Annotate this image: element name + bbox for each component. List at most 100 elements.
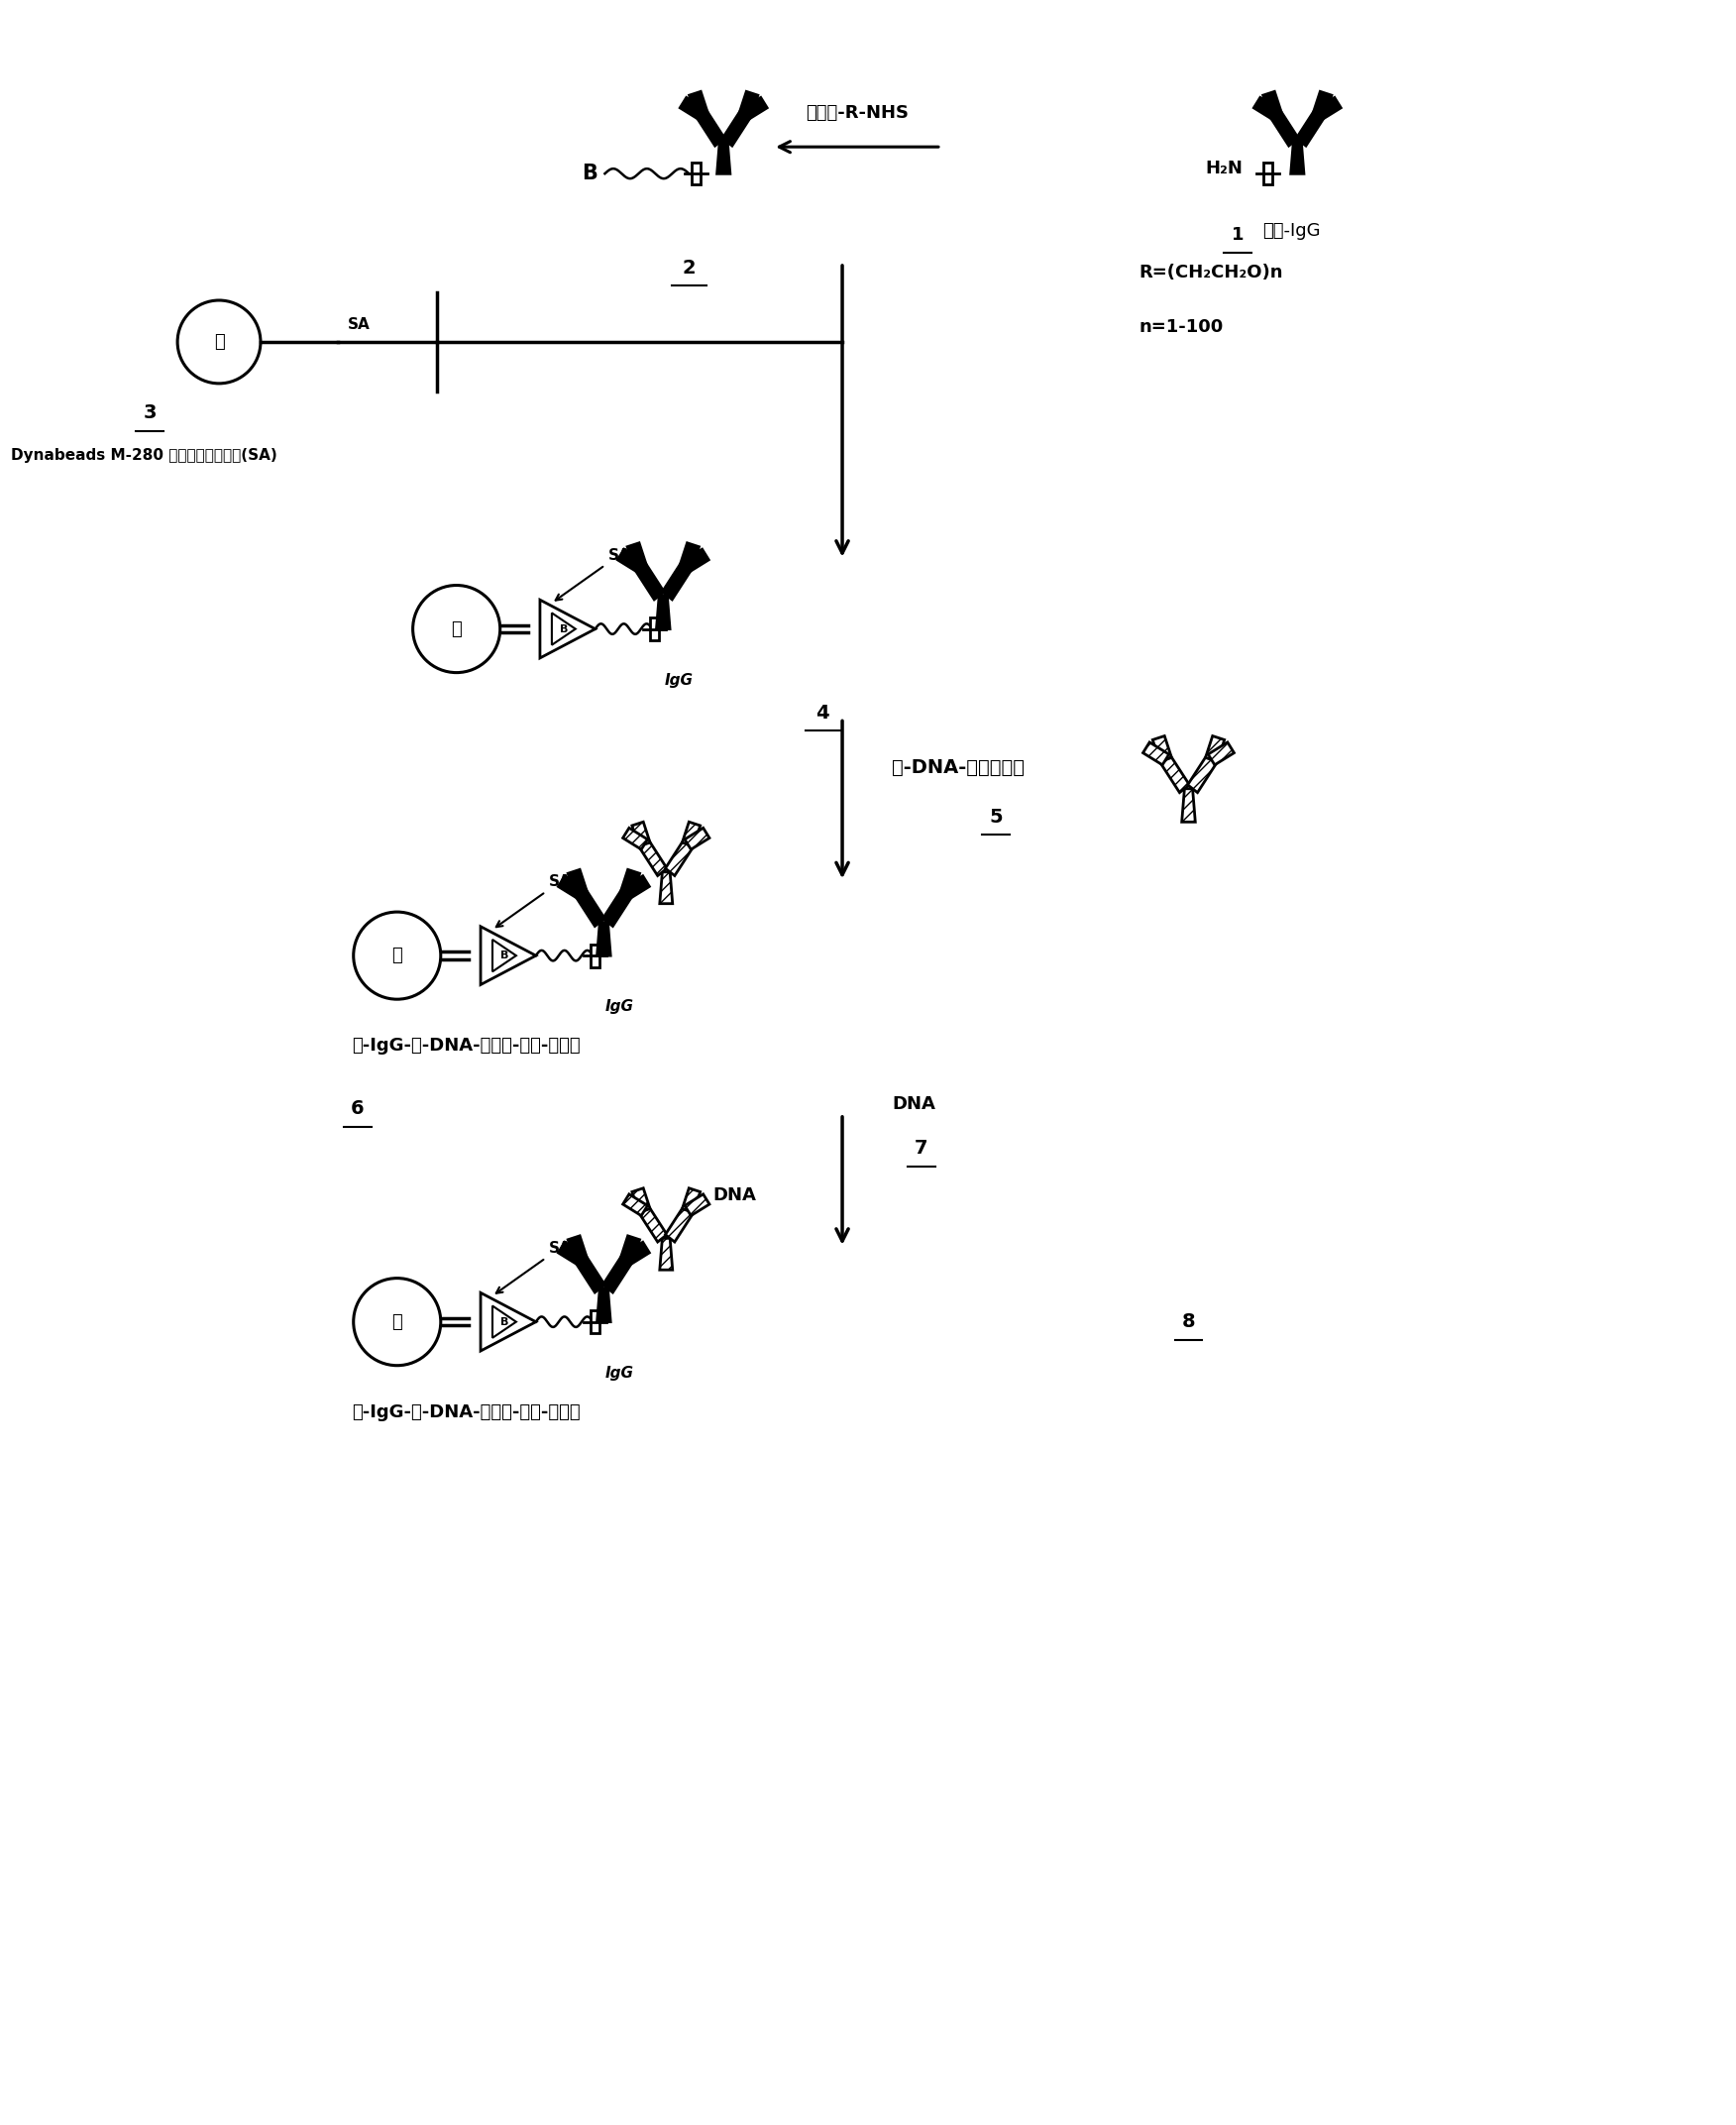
Polygon shape: [641, 842, 667, 875]
Polygon shape: [568, 1237, 587, 1262]
Text: 4: 4: [816, 703, 830, 722]
Polygon shape: [740, 91, 757, 117]
Polygon shape: [1264, 91, 1281, 117]
Polygon shape: [665, 1207, 693, 1241]
Polygon shape: [717, 142, 731, 174]
Text: 1: 1: [1233, 225, 1245, 244]
Polygon shape: [576, 890, 604, 927]
Text: 珠: 珠: [392, 1313, 403, 1330]
Polygon shape: [1314, 91, 1332, 117]
Bar: [649, 618, 660, 640]
Polygon shape: [684, 829, 710, 850]
Polygon shape: [689, 91, 708, 117]
Polygon shape: [597, 922, 611, 956]
Text: B: B: [500, 950, 509, 960]
Text: SA: SA: [496, 873, 571, 926]
Polygon shape: [1271, 110, 1299, 147]
Polygon shape: [481, 1292, 536, 1352]
Text: R=(CH₂CH₂O)n: R=(CH₂CH₂O)n: [1139, 264, 1283, 280]
Polygon shape: [1205, 735, 1224, 761]
Text: 珠: 珠: [451, 620, 462, 638]
Text: B: B: [582, 164, 597, 183]
Polygon shape: [540, 599, 595, 659]
Polygon shape: [682, 548, 708, 572]
Text: DNA: DNA: [892, 1094, 936, 1114]
Text: 珠-IgG-抗-DNA-单克隆-抗体-复合物: 珠-IgG-抗-DNA-单克隆-抗体-复合物: [352, 1402, 580, 1422]
Polygon shape: [635, 563, 665, 599]
Polygon shape: [660, 1239, 672, 1271]
Polygon shape: [1253, 98, 1279, 119]
Text: 8: 8: [1182, 1313, 1196, 1330]
Polygon shape: [1208, 742, 1234, 765]
Text: DNA: DNA: [713, 1186, 757, 1205]
Polygon shape: [623, 829, 648, 850]
Polygon shape: [665, 842, 693, 875]
Polygon shape: [602, 1256, 632, 1292]
Polygon shape: [641, 1207, 667, 1241]
Polygon shape: [481, 926, 536, 984]
Polygon shape: [722, 110, 750, 147]
Text: B: B: [500, 1318, 509, 1326]
Polygon shape: [743, 98, 767, 119]
Polygon shape: [684, 1194, 710, 1215]
Bar: [1264, 164, 1272, 185]
Polygon shape: [559, 1243, 585, 1264]
Polygon shape: [682, 822, 700, 846]
Text: 珠: 珠: [214, 334, 224, 351]
Polygon shape: [1292, 142, 1304, 174]
Polygon shape: [1316, 98, 1340, 119]
Polygon shape: [493, 1307, 516, 1339]
Polygon shape: [621, 869, 639, 895]
Polygon shape: [663, 563, 691, 599]
Polygon shape: [623, 1194, 648, 1215]
Text: 珠: 珠: [392, 946, 403, 965]
Polygon shape: [1153, 735, 1172, 761]
Polygon shape: [660, 871, 672, 903]
Polygon shape: [623, 875, 649, 899]
Text: SA: SA: [556, 548, 630, 599]
Polygon shape: [632, 822, 649, 846]
Text: B: B: [559, 625, 568, 633]
Polygon shape: [656, 595, 670, 629]
Bar: [590, 1311, 599, 1332]
Polygon shape: [602, 890, 632, 927]
Polygon shape: [627, 542, 646, 570]
Text: Dynabeads M-280 链霉抗生物素蛋白(SA): Dynabeads M-280 链霉抗生物素蛋白(SA): [10, 448, 278, 463]
Text: IgG: IgG: [606, 999, 634, 1014]
Text: n=1-100: n=1-100: [1139, 319, 1224, 336]
Polygon shape: [493, 939, 516, 971]
Polygon shape: [576, 1256, 604, 1292]
Text: 3: 3: [142, 404, 156, 423]
Polygon shape: [1297, 110, 1325, 147]
Bar: [590, 944, 599, 967]
Polygon shape: [1187, 756, 1217, 793]
Text: IgG: IgG: [665, 674, 693, 688]
Polygon shape: [698, 110, 724, 147]
Polygon shape: [632, 1188, 649, 1213]
Text: 6: 6: [351, 1099, 365, 1118]
Polygon shape: [682, 1188, 700, 1213]
Polygon shape: [597, 1288, 611, 1322]
Bar: [691, 164, 700, 185]
Polygon shape: [1142, 742, 1168, 765]
Polygon shape: [1161, 756, 1189, 793]
Polygon shape: [623, 1243, 649, 1264]
Polygon shape: [681, 98, 705, 119]
Text: 山羊-IgG: 山羊-IgG: [1262, 223, 1321, 240]
Text: 2: 2: [682, 259, 696, 276]
Text: 5: 5: [990, 808, 1002, 827]
Text: H₂N: H₂N: [1205, 159, 1243, 178]
Text: 珠-IgG-抗-DNA-单克隆-抗体-复合物: 珠-IgG-抗-DNA-单克隆-抗体-复合物: [352, 1037, 580, 1054]
Text: 7: 7: [915, 1139, 929, 1158]
Text: SA: SA: [496, 1241, 571, 1294]
Polygon shape: [1182, 788, 1196, 822]
Polygon shape: [559, 875, 585, 899]
Polygon shape: [568, 869, 587, 895]
Polygon shape: [552, 612, 576, 646]
Polygon shape: [681, 542, 700, 570]
Polygon shape: [618, 548, 644, 572]
Text: 抗-DNA-单克隆抗体: 抗-DNA-单克隆抗体: [892, 759, 1024, 778]
Text: IgG: IgG: [606, 1366, 634, 1381]
Text: SA: SA: [347, 317, 370, 332]
Text: 生物素-R-NHS: 生物素-R-NHS: [806, 104, 908, 121]
